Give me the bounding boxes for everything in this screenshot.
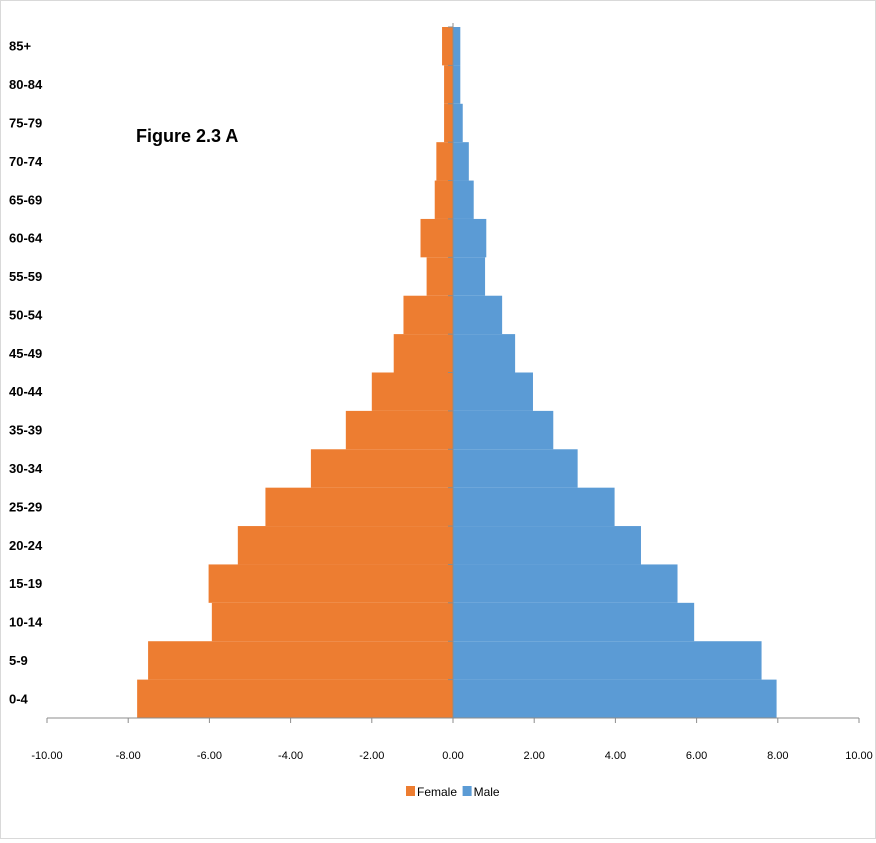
x-tick-label: 4.00 [605,750,626,762]
y-tick-label: 55-59 [9,269,42,284]
bar-male-15-19 [453,564,678,603]
bar-male-35-39 [453,410,554,450]
legend-swatch-male [462,786,472,796]
y-tick-label: 40-44 [9,384,43,399]
y-tick-label: 70-74 [9,154,43,169]
y-tick-label: 30-34 [9,461,43,476]
bar-female-5-9 [148,641,453,680]
y-tick-label: 15-19 [9,576,42,591]
bar-male-55-59 [453,257,486,296]
bar-male-20-24 [453,526,641,565]
legend-label-female: Female [417,785,457,799]
legend-label-male: Male [474,785,500,799]
bar-female-60-64 [420,218,453,258]
bar-male-75-79 [453,103,463,143]
x-tick-label: -4.00 [278,750,303,762]
bar-female-80-84 [444,65,453,104]
legend-swatch-female [406,786,415,796]
x-axis-labels: -10.00 -8.00 -6.00 -4.00 -2.00 0.00 2.00 4.00 6.… [31,750,872,762]
bar-female-20-24 [237,526,453,565]
x-tick-label: 6.00 [686,750,707,762]
x-tick-label: 8.00 [767,750,788,762]
bar-female-65-69 [434,180,453,219]
y-tick-label: 75-79 [9,115,42,130]
bar-female-10-14 [211,602,453,642]
bar-female-35-39 [345,410,453,450]
y-tick-label: 50-54 [9,307,43,322]
bar-male-45-49 [453,334,516,373]
bar-male-65-69 [453,180,474,219]
x-tick-label: 0.00 [442,750,463,762]
bar-female-55-59 [426,257,453,296]
bar-male-60-64 [453,218,487,258]
y-tick-label: 5-9 [9,653,28,668]
bar-female-15-19 [208,564,453,603]
bar-male-50-54 [453,295,503,335]
x-tick-label: -10.00 [31,750,62,762]
bar-male-80-84 [453,65,461,104]
bar-female-45-49 [393,334,453,373]
y-tick-label: 25-29 [9,499,42,514]
y-axis-labels: 0-4 5-9 10-14 15-19 20-24 25-29 30-34 35-39 40-4… [9,39,43,707]
y-tick-label: 45-49 [9,346,42,361]
bar-female-30-34 [310,449,453,488]
y-tick-label: 80-84 [9,77,43,92]
bar-female-85+ [442,27,453,66]
bar-male-0-4 [453,679,777,718]
y-tick-label: 65-69 [9,192,42,207]
bar-female-40-44 [371,372,453,411]
y-tick-label: 20-24 [9,538,43,553]
bar-female-75-79 [444,103,453,143]
bar-female-70-74 [436,142,453,181]
bar-male-25-29 [453,487,615,527]
bar-male-10-14 [453,602,695,642]
bar-female-50-54 [403,295,453,335]
x-tick-label: -6.00 [197,750,222,762]
bar-male-85+ [453,27,461,66]
legend: Female Male [406,785,500,799]
bar-male-40-44 [453,372,533,411]
bars-layer [137,27,777,718]
y-tick-label: 85+ [9,39,31,54]
figure-annotation: Figure 2.3 A [136,126,238,146]
y-tick-label: 35-39 [9,423,42,438]
y-tick-label: 10-14 [9,615,43,630]
bar-male-70-74 [453,142,469,181]
x-tick-label: -8.00 [116,750,141,762]
y-tick-label: 0-4 [9,691,29,706]
x-tick-label: 10.00 [845,750,873,762]
bar-male-5-9 [453,641,762,680]
bar-female-25-29 [265,487,453,527]
axes-layer [46,23,860,723]
y-tick-label: 60-64 [9,231,43,246]
x-tick-label: 2.00 [523,750,544,762]
bar-female-0-4 [137,679,453,718]
x-tick-label: -2.00 [359,750,384,762]
bar-male-30-34 [453,449,578,488]
